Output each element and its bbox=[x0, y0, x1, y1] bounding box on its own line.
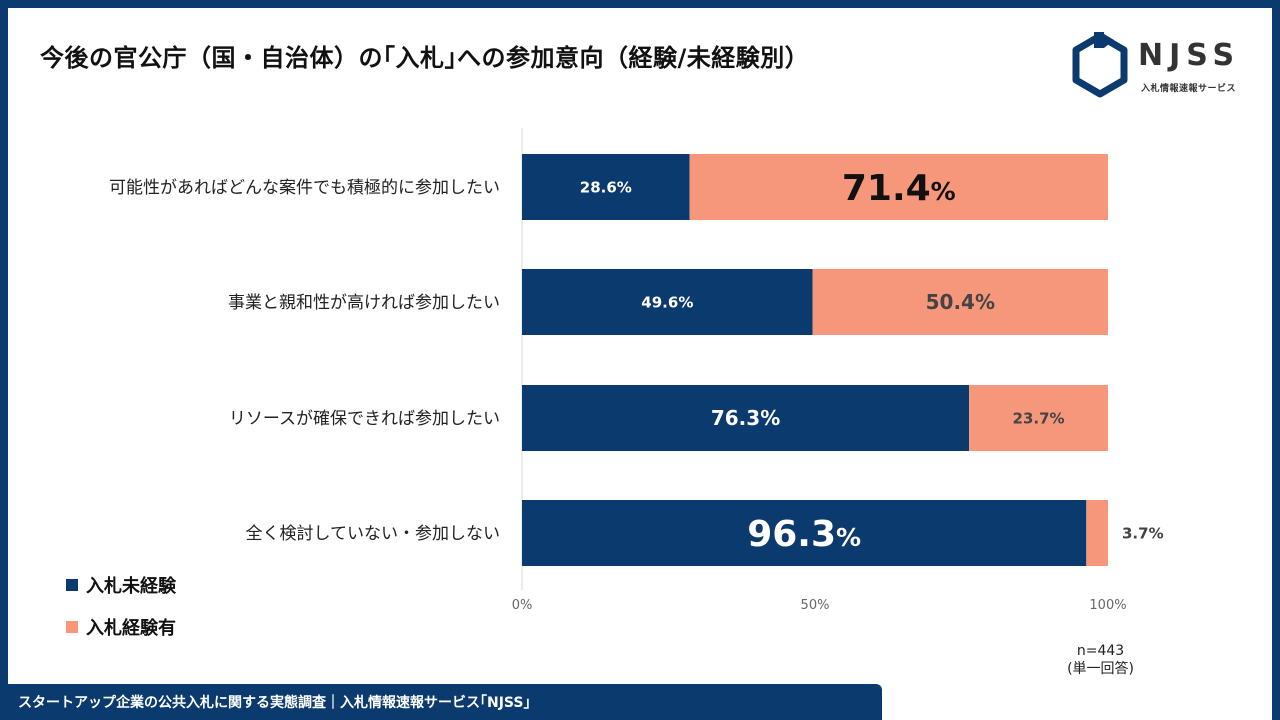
legend-item-experienced: 入札経験有 bbox=[66, 614, 176, 640]
footer-text: スタートアップ企業の公共入札に関する実態調査｜入札情報速報サービス｢NJSS｣ bbox=[18, 695, 531, 711]
legend-swatch-unexperienced bbox=[66, 579, 78, 591]
category-label: 事業と親和性が高ければ参加したい bbox=[228, 293, 500, 313]
bar-unexperienced bbox=[522, 385, 970, 451]
data-label: 3.7% bbox=[1122, 524, 1164, 542]
bar-unexperienced bbox=[522, 154, 690, 220]
njss-logo: NJSS 入札情報速報サービス bbox=[1070, 32, 1250, 102]
data-label: 23.7% bbox=[1013, 409, 1065, 427]
bar-unexperienced bbox=[522, 500, 1087, 566]
footer-bar: スタートアップ企業の公共入札に関する実態調査｜入札情報速報サービス｢NJSS｣ bbox=[8, 684, 882, 720]
x-tick-label: 50% bbox=[801, 598, 830, 613]
bar-experienced bbox=[1086, 500, 1108, 566]
legend-label-unexperienced: 入札未経験 bbox=[86, 576, 176, 597]
legend: 入札未経験 入札経験有 bbox=[66, 572, 176, 656]
logo-text: NJSS bbox=[1138, 38, 1241, 73]
legend-swatch-experienced bbox=[66, 621, 78, 633]
bar-experienced bbox=[969, 385, 1108, 451]
sample-size: n=443 bbox=[1076, 643, 1125, 659]
legend-item-unexperienced: 入札未経験 bbox=[66, 572, 176, 598]
data-label: 49.6% bbox=[641, 293, 693, 311]
category-label: リソースが確保できれば参加したい bbox=[229, 409, 500, 429]
page-title: 今後の官公庁（国・自治体）の｢入札｣への参加意向（経験/未経験別） bbox=[40, 44, 810, 72]
x-tick-label: 100% bbox=[1089, 598, 1126, 613]
answer-type: (単一回答) bbox=[1067, 661, 1134, 677]
data-label: 96.3% bbox=[747, 514, 861, 555]
bar-experienced bbox=[812, 269, 1108, 335]
bar-experienced bbox=[689, 154, 1108, 220]
data-label: 76.3% bbox=[711, 406, 780, 430]
data-label: 28.6% bbox=[580, 178, 632, 196]
category-label: 全く検討していない・参加しない bbox=[246, 524, 501, 544]
sample-note: n=443 (単一回答) bbox=[1067, 642, 1134, 678]
category-label: 可能性があればどんな案件でも積極的に参加したい bbox=[109, 178, 500, 198]
data-label: 71.4% bbox=[842, 168, 956, 209]
legend-label-experienced: 入札経験有 bbox=[86, 618, 176, 639]
house-logo-icon bbox=[1072, 32, 1128, 98]
data-label: 50.4% bbox=[926, 290, 995, 314]
logo-subtitle: 入札情報速報サービス bbox=[1141, 84, 1237, 94]
bar-unexperienced bbox=[522, 269, 813, 335]
x-tick-label: 0% bbox=[512, 598, 533, 613]
